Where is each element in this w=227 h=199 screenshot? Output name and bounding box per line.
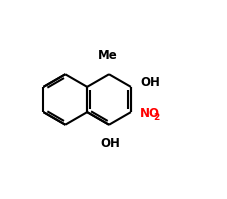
Text: 2: 2 — [153, 113, 159, 122]
Text: OH: OH — [141, 76, 161, 89]
Text: OH: OH — [100, 137, 120, 150]
Text: Me: Me — [98, 49, 118, 62]
Text: NO: NO — [140, 107, 160, 120]
